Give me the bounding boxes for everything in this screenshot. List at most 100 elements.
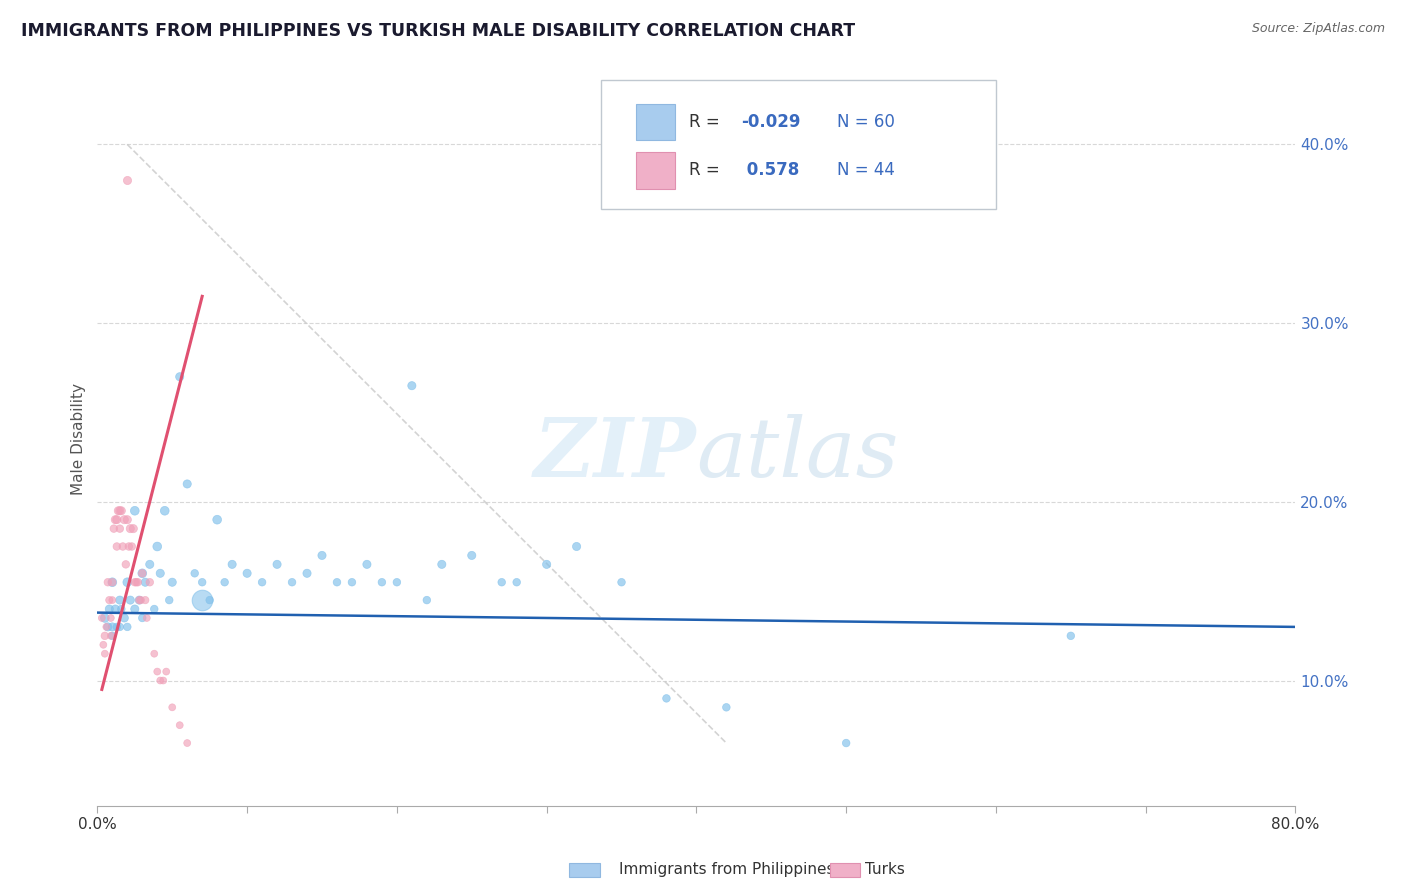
Point xyxy=(221,558,243,572)
Point xyxy=(98,602,121,616)
Point xyxy=(122,522,145,536)
Point xyxy=(160,700,183,714)
Point xyxy=(205,513,228,527)
Point xyxy=(108,620,131,634)
Point xyxy=(385,575,408,590)
Point xyxy=(100,629,122,643)
Point xyxy=(191,575,214,590)
Text: N = 44: N = 44 xyxy=(837,161,894,179)
Point xyxy=(104,513,127,527)
Point xyxy=(97,620,120,634)
Point xyxy=(155,665,177,679)
Point xyxy=(146,665,169,679)
Text: -0.029: -0.029 xyxy=(741,113,800,131)
Point xyxy=(536,558,558,572)
Point xyxy=(610,575,633,590)
Point xyxy=(416,593,439,607)
Point xyxy=(111,540,134,554)
Point xyxy=(120,593,142,607)
Text: 0.578: 0.578 xyxy=(741,161,799,179)
Point xyxy=(565,540,588,554)
Point xyxy=(149,673,172,688)
Point xyxy=(157,593,180,607)
Point xyxy=(107,504,129,518)
Point xyxy=(281,575,304,590)
Point xyxy=(131,611,153,625)
Point xyxy=(183,566,205,581)
Point xyxy=(128,593,150,607)
Point xyxy=(103,522,125,536)
Point xyxy=(491,575,513,590)
Point xyxy=(169,718,191,732)
Point xyxy=(117,575,139,590)
Point xyxy=(134,593,156,607)
Point xyxy=(169,369,191,384)
Point xyxy=(110,504,132,518)
Point xyxy=(295,566,318,581)
Point xyxy=(117,513,139,527)
Point xyxy=(311,549,333,563)
Point xyxy=(117,173,139,187)
Point xyxy=(176,736,198,750)
Point xyxy=(356,558,378,572)
Text: R =: R = xyxy=(689,113,725,131)
FancyBboxPatch shape xyxy=(600,80,995,209)
Point xyxy=(94,611,117,625)
Point xyxy=(124,575,146,590)
Text: R =: R = xyxy=(689,161,725,179)
Point xyxy=(153,504,176,518)
Point xyxy=(266,558,288,572)
Point xyxy=(135,611,157,625)
Point xyxy=(124,602,146,616)
Text: atlas: atlas xyxy=(696,414,898,494)
Point xyxy=(198,593,221,607)
Point xyxy=(214,575,236,590)
Point xyxy=(250,575,273,590)
Point xyxy=(191,593,214,607)
Point xyxy=(505,575,527,590)
Point xyxy=(430,558,453,572)
Point xyxy=(112,513,135,527)
Point xyxy=(108,522,131,536)
Text: ZIP: ZIP xyxy=(534,414,696,494)
Bar xyxy=(637,153,675,189)
Point xyxy=(101,620,124,634)
Point xyxy=(112,611,135,625)
Point xyxy=(114,558,136,572)
Text: Turks: Turks xyxy=(865,863,904,877)
Point xyxy=(125,575,148,590)
Point xyxy=(110,602,132,616)
Point xyxy=(101,593,124,607)
Point xyxy=(108,504,131,518)
Point xyxy=(401,378,423,392)
Point xyxy=(101,629,124,643)
Point xyxy=(371,575,394,590)
Point xyxy=(149,566,172,581)
Point xyxy=(93,638,115,652)
Point xyxy=(94,647,117,661)
Point xyxy=(146,540,169,554)
Point xyxy=(134,575,156,590)
Point xyxy=(105,513,128,527)
Point xyxy=(117,620,139,634)
Point xyxy=(835,736,858,750)
Point xyxy=(101,575,124,590)
Point xyxy=(101,575,124,590)
Point xyxy=(98,593,121,607)
Point xyxy=(131,566,153,581)
Point xyxy=(120,522,142,536)
Text: N = 60: N = 60 xyxy=(837,113,894,131)
Point xyxy=(94,629,117,643)
Point xyxy=(139,575,162,590)
Point xyxy=(143,647,166,661)
Point xyxy=(139,558,162,572)
Text: Source: ZipAtlas.com: Source: ZipAtlas.com xyxy=(1251,22,1385,36)
Point xyxy=(716,700,738,714)
Point xyxy=(1060,629,1083,643)
Point xyxy=(655,691,678,706)
Point xyxy=(160,575,183,590)
Point xyxy=(104,602,127,616)
Point xyxy=(236,566,259,581)
Point xyxy=(108,593,131,607)
Point xyxy=(105,540,128,554)
